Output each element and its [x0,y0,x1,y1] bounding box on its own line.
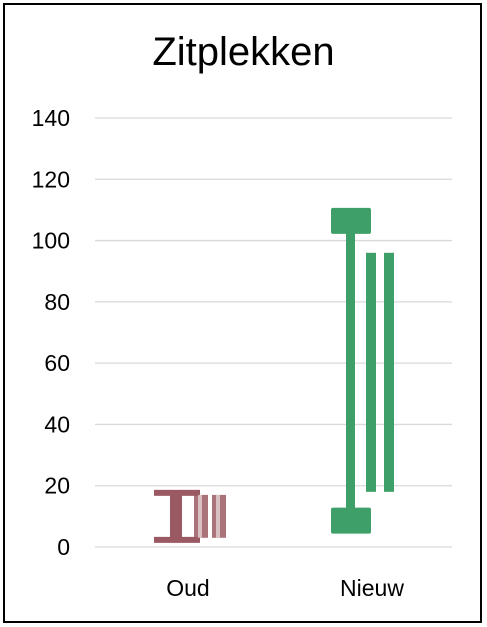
glyph-stem [170,491,182,541]
x-category-label: Nieuw [340,575,404,601]
y-tick-label: 80 [44,289,70,315]
glyph-inner-bar [366,252,376,492]
y-axis-ticks: 0 20 40 60 80 100 120 140 [32,105,70,560]
x-axis-categories: Oud Nieuw [166,575,404,601]
chart-marks [154,207,394,543]
glyph-stem [346,209,355,532]
range-glyph-oud [154,489,226,543]
y-tick-label: 20 [44,473,70,499]
chart-frame [3,3,482,623]
x-category-label: Oud [166,575,209,601]
range-glyph-nieuw [331,207,394,534]
y-tick-label: 60 [44,350,70,376]
grid-lines [95,117,452,548]
glyph-inner-bar-highlight [198,494,202,538]
y-tick-label: 120 [32,166,70,192]
y-tick-label: 140 [32,105,70,131]
y-tick-label: 0 [57,534,70,560]
chart-title: Zitplekken [152,30,335,74]
glyph-inner-bar-highlight [216,494,220,538]
y-tick-label: 40 [44,411,70,437]
y-tick-label: 100 [32,228,70,254]
glyph-inner-bar [384,252,394,492]
